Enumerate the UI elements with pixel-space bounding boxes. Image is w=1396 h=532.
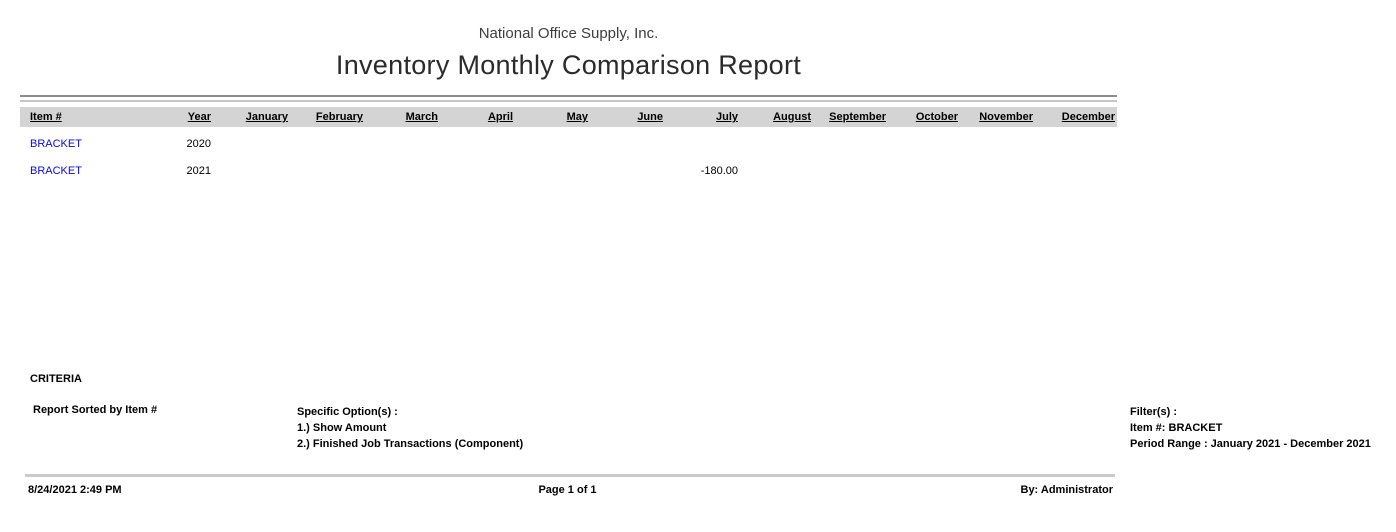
month-value-cell-april: [440, 154, 515, 181]
page-title: Inventory Monthly Comparison Report: [335, 50, 802, 80]
item-link[interactable]: BRACKET: [30, 138, 82, 150]
column-header-december: December: [1061, 111, 1115, 123]
month-value-cell-june: [590, 127, 665, 154]
title-divider-top: [20, 95, 1117, 97]
filter-line: Item #: BRACKET: [1130, 422, 1223, 434]
column-header-january: January: [245, 111, 288, 123]
column-header-item: Item #: [30, 111, 62, 123]
month-value-cell-july: -180.00: [700, 165, 738, 177]
column-header-february: February: [315, 111, 363, 123]
column-header-year: Year: [187, 111, 211, 123]
month-value-cell-october: [888, 154, 960, 181]
month-value-cell-september: [813, 154, 888, 181]
title-divider-bottom: [20, 100, 1117, 102]
month-value-cell-january: [213, 154, 290, 181]
month-value-cell-may: [515, 127, 590, 154]
month-value-cell-january: [213, 127, 290, 154]
footer-divider: [25, 474, 1115, 477]
options-heading: Specific Option(s) :: [297, 406, 398, 418]
column-header-june: June: [637, 111, 663, 123]
item-link[interactable]: BRACKET: [30, 165, 82, 177]
column-header-september: September: [829, 111, 886, 123]
company-name: National Office Supply, Inc.: [478, 25, 659, 42]
table-body: BRACKET 2020 BRACKET 2021 -180.00: [20, 127, 1117, 181]
month-value-cell-august: [740, 127, 813, 154]
table-header-row: Item # Year January February March April May Ju…: [20, 107, 1117, 127]
month-value-cell-november: [960, 154, 1035, 181]
month-value-cell-december: [1035, 154, 1117, 181]
month-value-cell-march: [365, 154, 440, 181]
footer-page-number: Page 1 of 1: [538, 484, 597, 496]
table-header: Item # Year January February March April May Ju…: [20, 107, 1117, 127]
month-value-cell-july: [665, 127, 740, 154]
column-header-march: March: [405, 111, 438, 123]
table-row: BRACKET 2021 -180.00: [20, 154, 1117, 181]
month-value-cell-october: [888, 127, 960, 154]
month-value-cell-december: [1035, 127, 1117, 154]
month-value-cell-september: [813, 127, 888, 154]
month-value-cell-november: [960, 127, 1035, 154]
criteria-options-block: Specific Option(s) : 1.) Show Amount 2.)…: [297, 404, 523, 452]
column-header-october: October: [915, 111, 958, 123]
year-cell: 2020: [186, 138, 211, 150]
option-line: 1.) Show Amount: [297, 422, 387, 434]
comparison-table: Item # Year January February March April May Ju…: [20, 107, 1117, 181]
column-header-november: November: [979, 111, 1033, 123]
table-row: BRACKET 2020: [20, 127, 1117, 154]
column-header-august: August: [773, 111, 811, 123]
filter-line: Period Range : January 2021 - December 2…: [1130, 438, 1371, 450]
criteria-sort-text: Report Sorted by Item #: [33, 404, 158, 416]
footer-generated-by: By: Administrator: [1020, 484, 1114, 496]
column-header-april: April: [487, 111, 513, 123]
month-value-cell-february: [290, 127, 365, 154]
column-header-july: July: [715, 111, 738, 123]
month-value-cell-april: [440, 127, 515, 154]
year-cell: 2021: [186, 165, 211, 177]
option-line: 2.) Finished Job Transactions (Component…: [297, 438, 524, 450]
month-value-cell-may: [515, 154, 590, 181]
month-value-cell-february: [290, 154, 365, 181]
footer-datetime: 8/24/2021 2:49 PM: [28, 484, 122, 496]
criteria-heading: CRITERIA: [30, 373, 82, 385]
month-value-cell-august: [740, 154, 813, 181]
month-value-cell-june: [590, 154, 665, 181]
column-header-may: May: [566, 111, 588, 123]
criteria-filters-block: Filter(s) : Item #: BRACKET Period Range…: [1130, 404, 1371, 452]
month-value-cell-march: [365, 127, 440, 154]
filters-heading: Filter(s) :: [1130, 406, 1178, 418]
